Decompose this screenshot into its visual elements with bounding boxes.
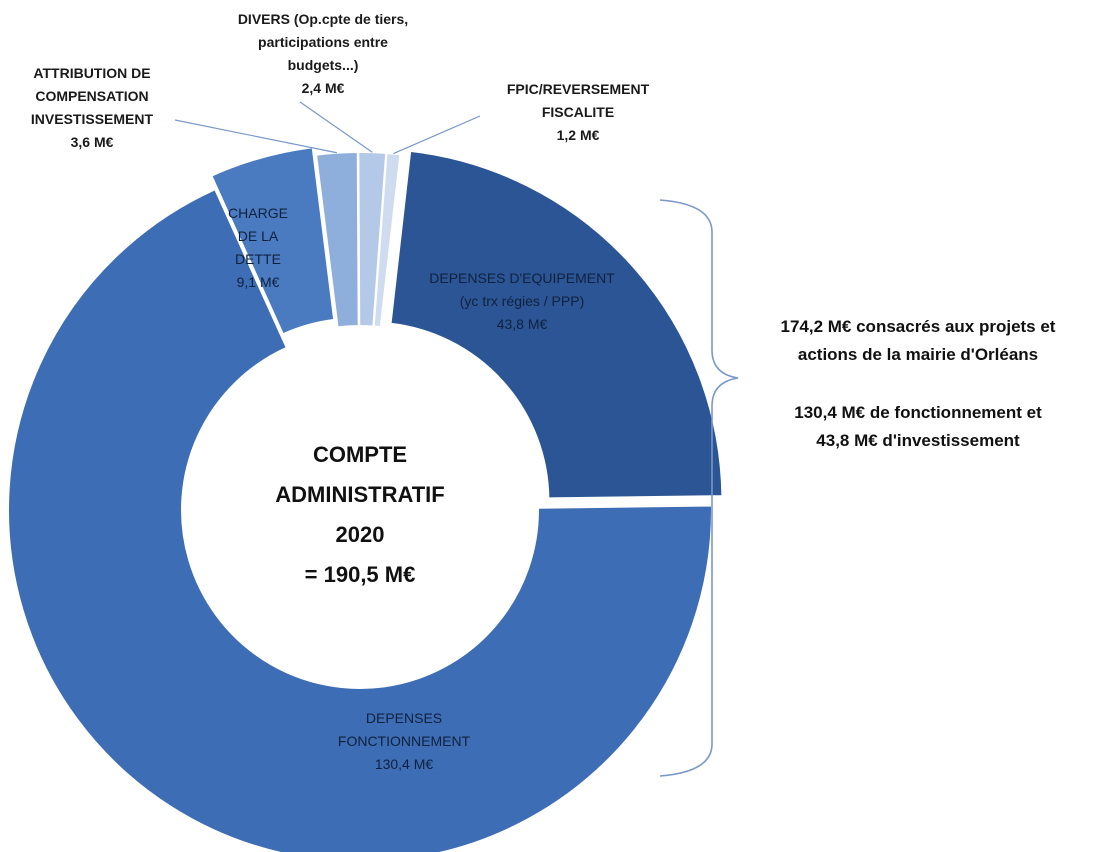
slice-value-label: 9,1 M€ <box>237 274 280 290</box>
slice-label: INVESTISSEMENT <box>31 111 154 127</box>
slice-label: DIVERS (Op.cpte de tiers, <box>238 11 408 27</box>
center-text-line: ADMINISTRATIF <box>275 482 444 507</box>
bracket-note-line: 174,2 M€ consacrés aux projets et <box>781 317 1056 336</box>
slice-label: CHARGE <box>228 205 288 221</box>
slice-label: DEPENSES D'EQUIPEMENT <box>429 270 615 286</box>
leader-line <box>300 102 372 152</box>
bracket-note-line: 43,8 M€ d'investissement <box>816 431 1020 450</box>
center-text-line: 2020 <box>336 522 385 547</box>
slice-label: (yc trx régies / PPP) <box>460 293 584 309</box>
slice-value-label: 130,4 M€ <box>375 756 434 772</box>
donut-slice <box>391 151 723 498</box>
slice-label: COMPENSATION <box>35 88 148 104</box>
leader-line <box>393 116 480 154</box>
leader-lines <box>175 102 480 154</box>
slice-label: DEPENSES <box>366 710 442 726</box>
slice-label: FONCTIONNEMENT <box>338 733 471 749</box>
slice-label: participations entre <box>258 34 388 50</box>
slice-value-label: 43,8 M€ <box>497 316 548 332</box>
slice-label: budgets...) <box>288 57 359 73</box>
slice-label: DE LA <box>238 228 279 244</box>
center-text-line: COMPTE <box>313 442 407 467</box>
bracket-note-line: 130,4 M€ de fonctionnement et <box>794 403 1042 422</box>
leader-line <box>175 120 337 153</box>
slice-label: FPIC/REVERSEMENT <box>507 81 650 97</box>
center-text-line: = 190,5 M€ <box>305 562 416 587</box>
slice-value-label: 2,4 M€ <box>302 80 345 96</box>
slice-label: ATTRIBUTION DE <box>33 65 150 81</box>
slice-label: DETTE <box>235 251 281 267</box>
slice-label: FISCALITE <box>542 104 614 120</box>
center-label: COMPTE ADMINISTRATIF 2020 = 190,5 M€ <box>275 442 444 587</box>
slice-value-label: 3,6 M€ <box>71 134 114 150</box>
slice-value-label: 1,2 M€ <box>557 127 600 143</box>
bracket-note-line: actions de la mairie d'Orléans <box>798 345 1038 364</box>
